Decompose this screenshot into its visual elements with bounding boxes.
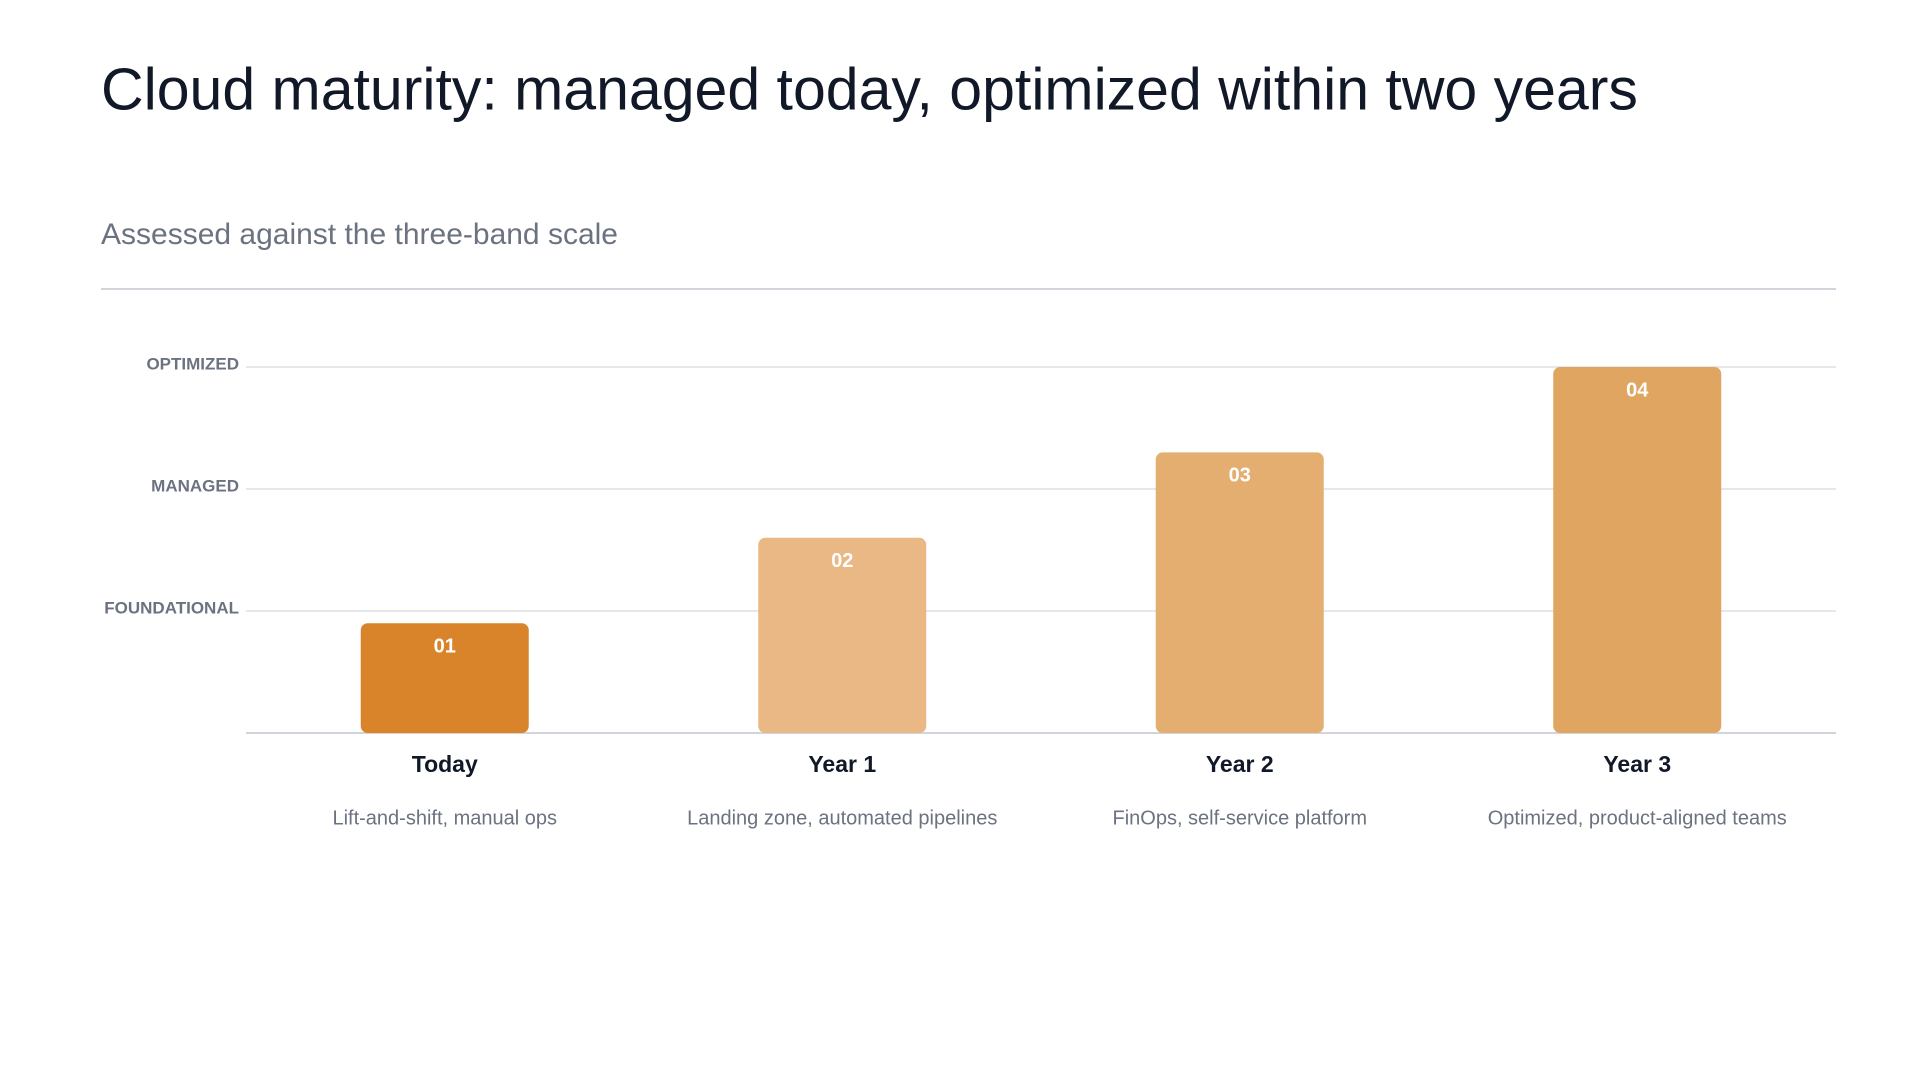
bar (758, 537, 927, 733)
bar-label: 01 (434, 635, 456, 657)
category-description: Optimized, product-aligned teams (1488, 807, 1787, 829)
bar (1553, 367, 1722, 733)
x-tick-label: Year 1 (808, 751, 876, 777)
bar-label: 02 (831, 550, 853, 572)
x-tick-label: Year 3 (1603, 751, 1671, 777)
bar (1155, 452, 1324, 733)
chart-title: Cloud maturity: managed today, optimized… (101, 57, 1638, 123)
category-description: Lift-and-shift, manual ops (332, 807, 557, 829)
y-tick-label: FOUNDATIONAL (104, 598, 239, 617)
chart-subtitle: Assessed against the three-band scale (101, 218, 618, 251)
bar-label: 04 (1626, 379, 1649, 401)
category-description: Landing zone, automated pipelines (687, 807, 997, 829)
category-description: FinOps, self-service platform (1112, 807, 1367, 829)
bar (360, 623, 529, 733)
y-tick-label: OPTIMIZED (146, 354, 239, 373)
x-tick-label: Today (412, 751, 478, 777)
x-tick-label: Year 2 (1206, 751, 1274, 777)
y-tick-label: MANAGED (151, 476, 239, 495)
bar-label: 03 (1229, 465, 1251, 487)
